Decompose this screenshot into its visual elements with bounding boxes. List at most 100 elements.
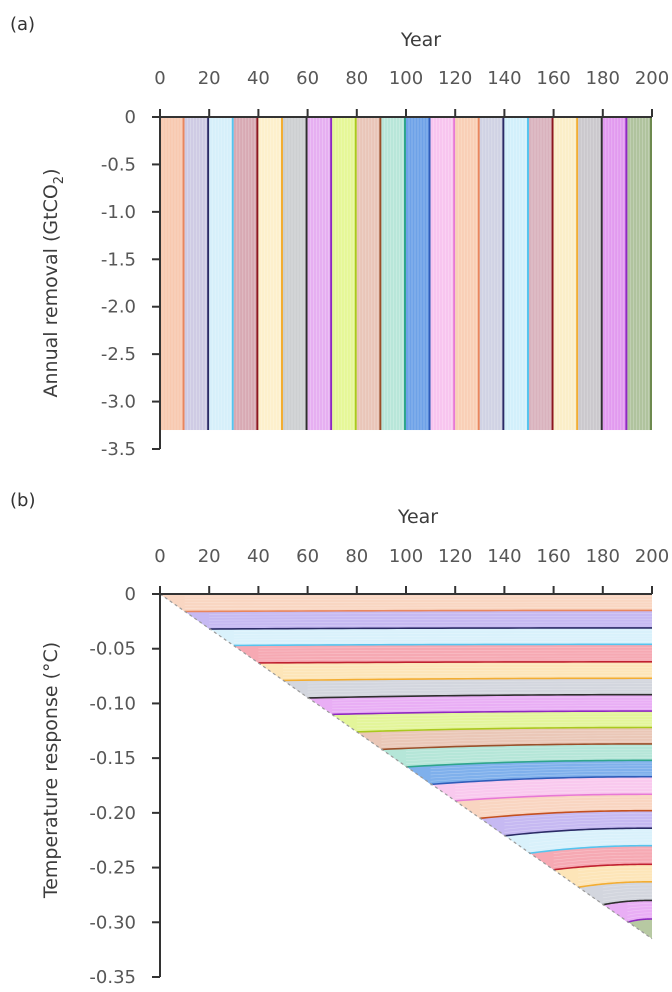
panel-b-band-hatch <box>528 830 652 837</box>
panel-b-series-line <box>553 863 652 871</box>
panel-b-series-line <box>455 793 653 802</box>
panel-b-band-hatch <box>258 649 652 652</box>
panel-b-band-hatch <box>504 819 652 827</box>
panel-a-bar <box>332 117 357 431</box>
panel-b-band-hatch <box>578 878 652 885</box>
panel-b-band-hatch <box>578 872 652 878</box>
panel-b-x-tick-label: 160 <box>536 546 570 567</box>
panel-b-band-hatch <box>553 854 652 861</box>
panel-b-band-hatch <box>233 641 652 643</box>
panel-b-series-line <box>381 743 652 751</box>
panel-b-x-tick-label: 120 <box>438 546 472 567</box>
panel-b-envelope-line <box>159 593 653 940</box>
panel-b-band-hatch <box>627 906 652 909</box>
panel-b-series-line <box>602 899 652 906</box>
panel-b-band-hatch <box>602 884 652 888</box>
panel-a-y-tick-label: -0.5 <box>101 154 136 175</box>
panel-b-band <box>160 594 652 612</box>
panel-b-band <box>332 711 652 732</box>
panel-a-bar <box>578 117 603 431</box>
panel-b-band-hatch <box>578 869 653 875</box>
panel-b-y-tick-label: -0.35 <box>89 967 136 988</box>
panel-a-bar <box>283 117 308 431</box>
panel-b-x-axis-title: Year <box>397 506 438 528</box>
panel-b-y-tick-label: -0.10 <box>89 693 136 714</box>
panel-a-x-tick-label: 40 <box>247 68 270 89</box>
panel-a-x-ticks: 0 20 40 60 80 100 120 140 160 180 200 <box>154 68 669 117</box>
panel-b-x-tick-label: 0 <box>154 546 165 567</box>
panel-a-y-axis-title: Annual removal (GtCO2) <box>40 168 67 397</box>
panel-b-series-line <box>258 661 652 664</box>
panel-a-x-tick-label: 180 <box>586 68 620 89</box>
panel-a-bar <box>479 117 505 431</box>
panel-b-series-line <box>627 918 652 924</box>
panel-a-x-tick-label: 160 <box>536 68 570 89</box>
panel-b-band-hatch <box>504 822 652 830</box>
panel-a-bar <box>184 117 210 431</box>
panel-b-band-hatch <box>209 615 652 618</box>
panel-a-x-tick-label: 100 <box>389 68 423 89</box>
panel-b-x-tick-label: 80 <box>345 546 368 567</box>
panel-a-x-tick-label: 20 <box>198 68 221 89</box>
panel-a-bar <box>381 117 406 431</box>
panel-b-band-hatch <box>627 915 652 920</box>
panel-b-band-hatch <box>332 702 652 707</box>
panel-b-x-tick-label: 140 <box>487 546 521 567</box>
panel-b-band-hatch <box>528 839 652 847</box>
panel-b-band-hatch <box>209 621 652 624</box>
panel-a-y-ticks: 0 -0.5 -1.0 -1.5 -2.0 -2.5 -3.0 -3.5 <box>101 107 160 460</box>
panel-b-band <box>430 776 652 801</box>
panel-b-band-hatch <box>528 836 652 844</box>
panel-a-bar <box>627 117 652 431</box>
panel-b-band <box>258 661 652 681</box>
panel-b-band-hatch <box>455 791 652 799</box>
panel-b-bands <box>159 593 653 940</box>
panel-b-band-hatch <box>479 807 653 816</box>
panel-b-band-hatch <box>233 633 652 635</box>
panel-b-x-tick-label: 40 <box>247 546 270 567</box>
panel-a-bar <box>307 117 333 431</box>
panel-a-y-tick-label: -2.0 <box>101 297 136 318</box>
panel-b-band-hatch <box>282 675 652 678</box>
panel-b-band-hatch <box>307 683 652 687</box>
panel-a-y-axis-title-suffix: ) <box>40 168 62 175</box>
panel-b-band-hatch <box>381 735 652 741</box>
panel-a-bar <box>406 117 431 431</box>
panel-a-y-tick-label: -1.0 <box>101 202 136 223</box>
panel-b-band-hatch <box>356 721 652 727</box>
panel-b-band <box>627 919 652 939</box>
panel-b-band <box>479 810 652 836</box>
panel-b-x-ticks: 0 20 40 60 80 100 120 140 160 180 200 <box>154 546 669 594</box>
panel-a-bar <box>209 117 234 431</box>
panel-b-band-hatch <box>405 749 652 755</box>
panel-b-band-hatch <box>602 887 652 892</box>
panel-a-bar <box>356 117 382 431</box>
panel-b-band-hatch <box>430 762 652 769</box>
panel-b-band-hatch <box>504 824 652 833</box>
panel-b-band-hatch <box>430 765 652 773</box>
panel-b-band-hatch <box>602 897 652 902</box>
panel-a-y-axis-title-subscript: 2 <box>52 176 67 184</box>
panel-b-band-hatch <box>282 669 652 672</box>
panel-b-y-axis-title: Temperature response (°C) <box>40 642 62 899</box>
panel-b-x-tick-label: 200 <box>635 546 669 567</box>
panel-b-y-tick-label: 0 <box>125 584 136 605</box>
panel-a-bar <box>430 117 456 431</box>
panel-b-band-hatch <box>381 740 652 747</box>
panel-b-band-hatch <box>209 624 653 627</box>
panel-b-y-tick-label: -0.20 <box>89 803 136 824</box>
panel-a-x-tick-label: 120 <box>438 68 472 89</box>
panel-a-y-axis-title-main: Annual removal (GtCO <box>40 184 62 397</box>
panel-b-band-hatch <box>307 686 652 690</box>
panel-b-band <box>578 881 652 905</box>
panel-b-band-hatch <box>430 773 652 782</box>
panel-b-band-hatch <box>405 751 653 758</box>
panel-a-bar <box>529 117 554 431</box>
panel-b-band-hatch <box>430 770 653 779</box>
panel-b-label: (b) <box>10 490 35 511</box>
panel-b-band <box>184 610 652 630</box>
panel-b-band-hatch <box>332 699 652 704</box>
panel-b-series-line <box>307 693 653 699</box>
panel-b-band-hatch <box>233 630 652 632</box>
panel-b-y-tick-label: -0.30 <box>89 912 136 933</box>
